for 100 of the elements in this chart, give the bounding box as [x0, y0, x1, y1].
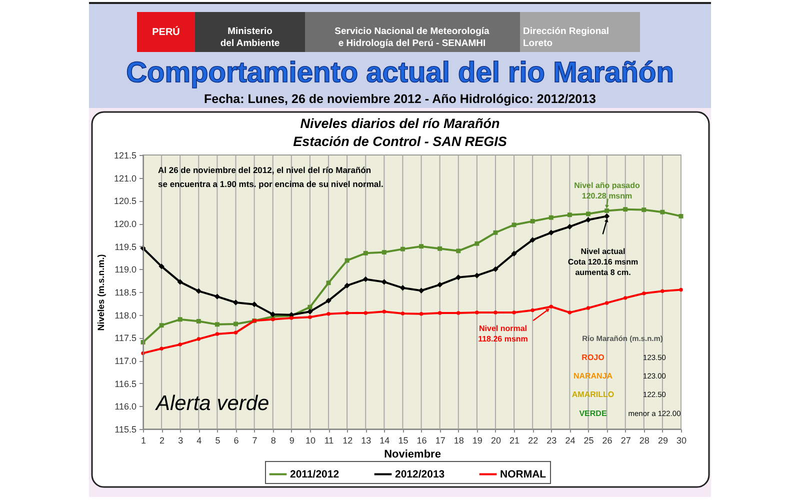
- y-tick-label: 117.5: [114, 333, 136, 344]
- x-tick-label: 24: [565, 436, 576, 446]
- point: [456, 311, 460, 315]
- y-tick-label: 120.0: [114, 219, 136, 229]
- text: Niveles diarios del río Marañón: [300, 116, 500, 131]
- point: [345, 311, 349, 315]
- annotation: Nivel normal 118.26 msnm: [478, 324, 528, 344]
- x-tick-label: 21: [510, 436, 520, 446]
- legend-label: 2012/2013: [395, 468, 445, 480]
- x-tick-label: 23: [546, 436, 557, 446]
- x-tick-label: 6: [234, 436, 239, 446]
- point: [585, 217, 592, 223]
- annotation: VERDE: [579, 408, 608, 418]
- point: [530, 308, 534, 312]
- legend-label: 2011/2012: [290, 468, 340, 480]
- y-tick-label: 115.5: [114, 424, 136, 434]
- point: [511, 250, 517, 256]
- chart-title: Comportamiento actual del rio Marañón: [126, 57, 674, 89]
- x-tick-label: 8: [270, 436, 276, 446]
- point: [158, 264, 164, 270]
- point: [642, 208, 646, 212]
- chart-subtitle: Fecha: Lunes, 26 de noviembre 2012 - Año Hidrológico: 2012/2013: [204, 92, 596, 106]
- text: Ministerio del Ambiente: [220, 26, 280, 49]
- point: [363, 250, 368, 256]
- x-tick-label: 28: [639, 436, 650, 446]
- point: [548, 215, 554, 220]
- y-tick-label: 119.5: [114, 242, 136, 252]
- annotation: Al 26 de noviembre del 2012, el nivel del río Marañón se encuentra a 1.90 mts. por encima de su nivel normal.: [158, 165, 384, 189]
- point: [381, 279, 387, 285]
- point: [586, 306, 590, 310]
- point: [178, 342, 182, 346]
- point: [549, 304, 554, 308]
- point: [215, 332, 220, 336]
- point: [530, 237, 536, 243]
- point: [642, 292, 646, 296]
- point: [567, 212, 572, 218]
- x-tick-label: 7: [252, 436, 258, 446]
- point: [362, 276, 368, 282]
- y-tick-label: 117.0: [114, 356, 136, 366]
- x-tick-label: 5: [215, 436, 220, 446]
- x-tick-label: 29: [658, 436, 668, 446]
- y-axis-title: Niveles (m.s.n.m.): [96, 254, 106, 331]
- point: [474, 272, 480, 278]
- point: [586, 212, 590, 216]
- point: [418, 288, 424, 294]
- text: Estación de Control - SAN REGIS: [293, 134, 507, 149]
- y-tick-label: 121.5: [114, 150, 136, 160]
- point: [196, 288, 202, 294]
- x-tick-label: 2: [160, 436, 165, 446]
- point: [234, 330, 238, 335]
- annotation: NARANJA: [573, 372, 613, 381]
- x-tick-label: 27: [620, 436, 631, 446]
- point: [214, 322, 220, 327]
- y-tick-label: 118.0: [114, 310, 136, 320]
- point: [400, 285, 406, 291]
- point: [419, 244, 424, 249]
- annotation: ROJO: [582, 353, 604, 362]
- annotation: Nivel año pasado 120.28 msnm: [574, 181, 640, 200]
- point: [344, 258, 350, 263]
- x-tick-label: 11: [324, 436, 334, 446]
- point: [474, 241, 480, 246]
- point: [382, 310, 386, 314]
- point: [530, 218, 535, 224]
- point: [160, 346, 164, 350]
- point: [177, 279, 183, 285]
- point: [419, 312, 424, 316]
- point: [196, 337, 201, 341]
- point: [548, 230, 554, 236]
- point: [234, 322, 238, 326]
- legend-label: NORMAL: [500, 468, 547, 480]
- point: [660, 210, 665, 214]
- x-tick-label: 22: [528, 436, 538, 446]
- point: [678, 214, 684, 218]
- point: [456, 248, 461, 254]
- point: [326, 298, 332, 304]
- point: [382, 250, 386, 255]
- point: [568, 310, 572, 314]
- y-tick-label: 116.0: [114, 402, 136, 412]
- point: [604, 213, 610, 220]
- x-tick-label: 3: [178, 436, 184, 446]
- point: [623, 296, 628, 300]
- x-tick-label: 16: [416, 436, 427, 446]
- point: [475, 310, 479, 314]
- point: [214, 294, 220, 300]
- x-tick-label: 30: [676, 436, 687, 446]
- y-tick-label: 121.0: [114, 173, 136, 184]
- x-tick-label: 12: [342, 436, 353, 446]
- x-tick-label: 1: [140, 436, 146, 446]
- x-tick-label: 26: [602, 436, 612, 446]
- y-tick-label: 119.0: [114, 264, 136, 275]
- point: [307, 308, 313, 314]
- point: [196, 318, 201, 324]
- point: [400, 312, 405, 316]
- point: [437, 282, 443, 288]
- point: [400, 246, 405, 252]
- point: [364, 311, 368, 315]
- y-tick-label: 118.5: [114, 288, 136, 298]
- point: [308, 304, 312, 310]
- point: [438, 311, 442, 315]
- point: [344, 282, 350, 288]
